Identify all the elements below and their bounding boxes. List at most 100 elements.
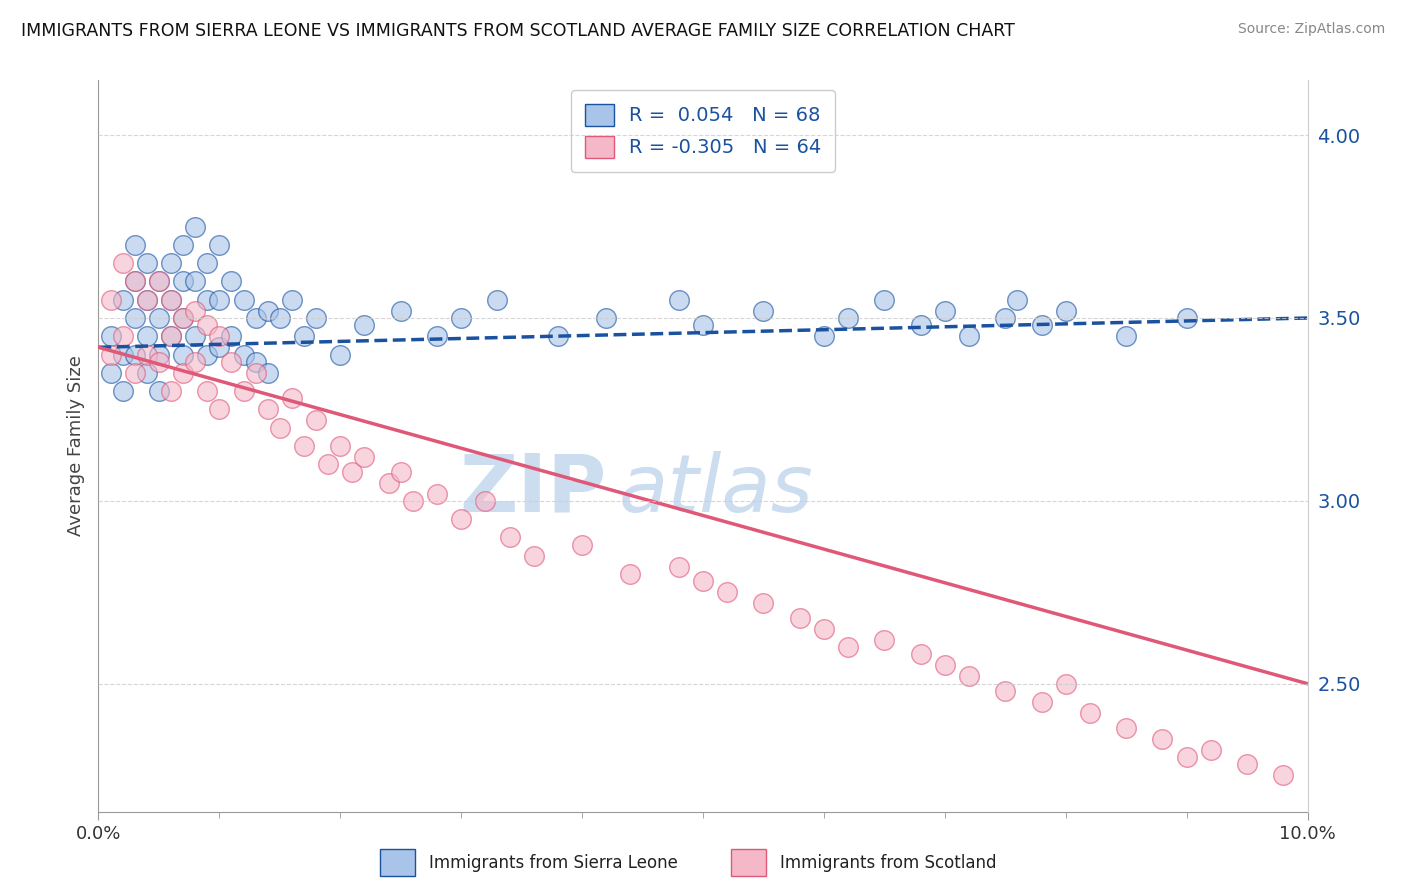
Point — [1236, 757, 1258, 772]
Text: Immigrants from Sierra Leone: Immigrants from Sierra Leone — [429, 854, 678, 871]
Point — [668, 559, 690, 574]
Point — [172, 348, 194, 362]
Point — [281, 293, 304, 307]
Point — [402, 494, 425, 508]
Point — [111, 256, 134, 270]
Point — [450, 512, 472, 526]
FancyBboxPatch shape — [731, 849, 766, 876]
Point — [292, 439, 315, 453]
Point — [329, 439, 352, 453]
Legend: R =  0.054   N = 68, R = -0.305   N = 64: R = 0.054 N = 68, R = -0.305 N = 64 — [571, 90, 835, 172]
Point — [353, 318, 375, 333]
Point — [148, 310, 170, 325]
Point — [135, 256, 157, 270]
Point — [135, 329, 157, 343]
Point — [1031, 695, 1053, 709]
Point — [292, 329, 315, 343]
Point — [752, 596, 775, 610]
Point — [172, 310, 194, 325]
Point — [1152, 731, 1174, 746]
Point — [184, 303, 207, 318]
Point — [100, 293, 122, 307]
Point — [245, 310, 267, 325]
Point — [148, 384, 170, 399]
Point — [221, 355, 243, 369]
Point — [329, 348, 352, 362]
Point — [124, 366, 146, 380]
Point — [256, 402, 278, 417]
Point — [934, 658, 956, 673]
Point — [135, 366, 157, 380]
Point — [571, 538, 593, 552]
Y-axis label: Average Family Size: Average Family Size — [66, 356, 84, 536]
Point — [124, 275, 146, 289]
Point — [111, 293, 134, 307]
Point — [172, 275, 194, 289]
Point — [160, 329, 183, 343]
Point — [619, 567, 641, 582]
Point — [813, 329, 835, 343]
Point — [232, 384, 254, 399]
Point — [873, 632, 896, 647]
Point — [1078, 706, 1101, 720]
Point — [124, 237, 146, 252]
Point — [389, 465, 412, 479]
Point — [269, 421, 291, 435]
Point — [752, 303, 775, 318]
Point — [208, 329, 231, 343]
Point — [184, 355, 207, 369]
Point — [195, 293, 218, 307]
Point — [184, 219, 207, 234]
Point — [595, 310, 617, 325]
Point — [426, 486, 449, 500]
Point — [172, 366, 194, 380]
Point — [934, 303, 956, 318]
Point — [1007, 293, 1029, 307]
Point — [195, 256, 218, 270]
Point — [1054, 303, 1077, 318]
Point — [124, 348, 146, 362]
FancyBboxPatch shape — [380, 849, 415, 876]
Point — [1175, 310, 1198, 325]
Point — [100, 348, 122, 362]
Point — [910, 648, 932, 662]
Point — [221, 275, 243, 289]
Point — [256, 366, 278, 380]
Point — [668, 293, 690, 307]
Point — [148, 348, 170, 362]
Point — [269, 310, 291, 325]
Point — [994, 310, 1017, 325]
Point — [523, 549, 546, 563]
Point — [160, 329, 183, 343]
Point — [342, 465, 364, 479]
Point — [184, 275, 207, 289]
Point — [1054, 676, 1077, 690]
Point — [184, 329, 207, 343]
Point — [208, 293, 231, 307]
Point — [305, 413, 328, 427]
Point — [208, 402, 231, 417]
Point — [377, 475, 399, 490]
Point — [100, 329, 122, 343]
Point — [910, 318, 932, 333]
Point — [111, 348, 134, 362]
Point — [160, 256, 183, 270]
Point — [160, 293, 183, 307]
Point — [957, 329, 980, 343]
Point — [498, 530, 520, 544]
Point — [232, 293, 254, 307]
Point — [195, 348, 218, 362]
Point — [135, 293, 157, 307]
Text: ZIP: ZIP — [458, 450, 606, 529]
Point — [547, 329, 569, 343]
Point — [1115, 721, 1137, 735]
Point — [281, 392, 304, 406]
Point — [195, 318, 218, 333]
Point — [305, 310, 328, 325]
Point — [474, 494, 496, 508]
Point — [837, 310, 859, 325]
Text: Source: ZipAtlas.com: Source: ZipAtlas.com — [1237, 22, 1385, 37]
Point — [1199, 742, 1222, 756]
Point — [692, 574, 714, 589]
Point — [208, 237, 231, 252]
